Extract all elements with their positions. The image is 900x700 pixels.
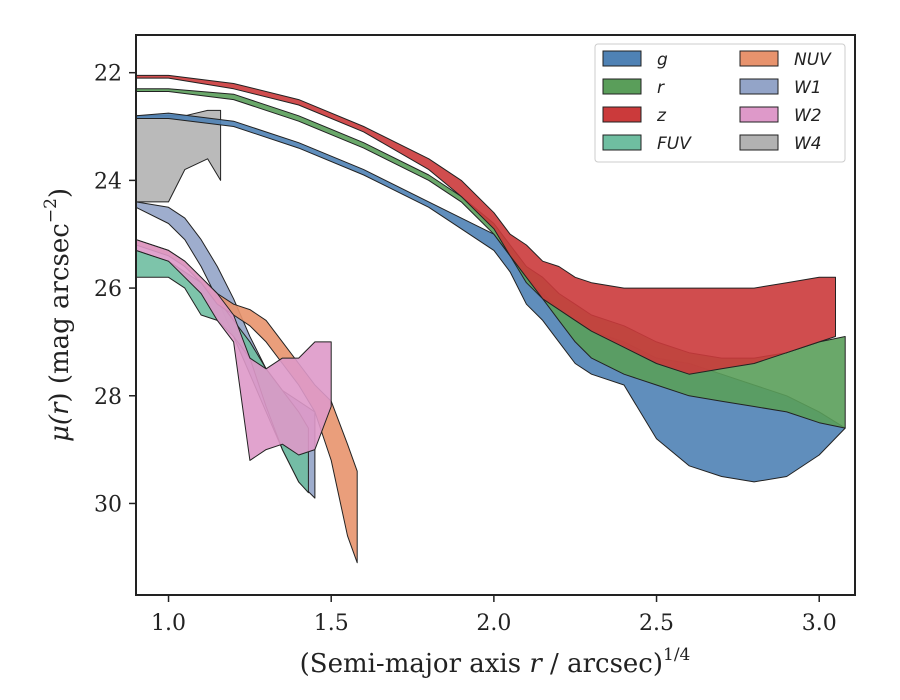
legend-swatch-w1	[739, 78, 779, 95]
x-tick-label: 2.5	[639, 611, 674, 636]
legend-frame	[594, 43, 846, 163]
legend-swatch-w4	[739, 134, 779, 151]
band-w4	[136, 109, 222, 203]
x-axis-label: (Semi-major axis r / arcsec)1/4	[300, 645, 691, 679]
y-tick-label: 26	[94, 277, 122, 302]
band-z	[136, 74, 836, 375]
legend-label-w2: W2	[794, 106, 822, 126]
legend-swatch-g	[602, 50, 642, 67]
x-tick-label: 1.0	[151, 611, 186, 636]
series-bands	[136, 74, 846, 564]
x-tick-label: 2.0	[476, 611, 511, 636]
y-tick-label: 30	[94, 492, 122, 517]
legend-swatch-nuv	[739, 50, 779, 67]
legend-label-w4: W4	[794, 134, 822, 154]
x-tick-label: 1.5	[314, 611, 349, 636]
legend-label-nuv: NUV	[794, 50, 832, 70]
y-axis-label: μ(r) (mag arcsec−2)	[41, 188, 75, 442]
legend-label-r: r	[657, 78, 665, 98]
legend-label-z: z	[656, 106, 667, 126]
y-tick-label: 22	[94, 62, 122, 87]
legend-swatch-fuv	[602, 134, 642, 151]
legend-label-fuv: FUV	[657, 134, 692, 154]
band-w2	[136, 239, 332, 461]
legend-label-w1: W1	[794, 78, 822, 98]
x-axis-ticks: 1.0 1.5 2.0 2.5 3.0	[151, 595, 837, 636]
legend-label-g: g	[657, 50, 668, 70]
y-axis-ticks: 22 24 26 28 30	[94, 62, 136, 517]
legend-swatch-r	[602, 78, 642, 95]
x-tick-label: 3.0	[802, 611, 837, 636]
y-tick-label: 28	[94, 385, 122, 410]
legend: g NUV r W1 z W2 FUV W4	[594, 43, 846, 163]
plot-frame	[135, 34, 856, 596]
y-tick-label: 24	[94, 169, 122, 194]
legend-swatch-z	[602, 106, 642, 123]
legend-swatch-w2	[739, 106, 779, 123]
